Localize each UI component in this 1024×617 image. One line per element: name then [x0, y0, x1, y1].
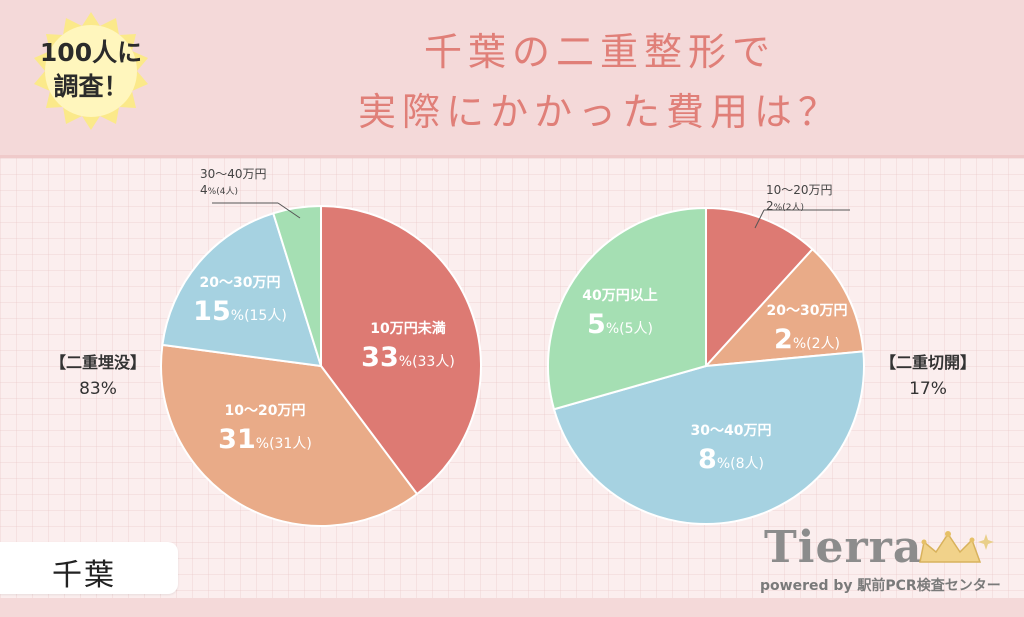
slice-name: 40万円以上	[582, 288, 658, 304]
slice-value: 8%(8人)	[698, 444, 764, 475]
slice-value: 15%(15人)	[193, 296, 287, 327]
logo-name: Tierra	[764, 522, 923, 573]
pie-left-label-3: 30〜40万円 4%(4人)	[200, 166, 300, 200]
pie-right-label-3: 40万円以上 5%(5人)	[560, 285, 680, 347]
pie-left-label-0: 10万円未満 33%(33人)	[348, 318, 468, 380]
pie-slice-2	[161, 212, 323, 368]
region-label: 千葉	[52, 558, 116, 593]
slice-name: 30〜40万円	[200, 167, 267, 181]
slice-value: 5%(5人)	[587, 309, 653, 340]
badge-starburst	[34, 12, 148, 130]
badge-text: 100人に 調査！	[26, 36, 156, 104]
tierra-logo: Tierra powered by 駅前PCR検査センター	[756, 520, 1006, 598]
slice-value: 33%(33人)	[361, 342, 455, 373]
leader-line-left	[212, 202, 301, 219]
category-left-percent: 83%	[79, 379, 117, 399]
slice-name: 20〜30万円	[766, 303, 848, 319]
title-line2: 実際にかかった費用は？	[357, 90, 842, 134]
pie-right-label-0: 10〜20万円 2%(2人)	[766, 182, 856, 216]
region-tag: 千葉	[0, 542, 178, 594]
slice-name: 20〜30万円	[199, 275, 281, 291]
header-band	[0, 0, 1024, 155]
category-right: 【二重切開】 17%	[868, 350, 988, 402]
category-right-label: 【二重切開】	[879, 353, 976, 372]
page-title: 千葉の二重整形で 実際にかかった費用は？	[290, 22, 910, 142]
pie-chart-right	[547, 206, 865, 525]
slice-value: 2%(2人)	[774, 324, 840, 355]
pie-slice-3	[272, 204, 322, 367]
logo-tagline: powered by 駅前PCR検査センター	[760, 578, 1001, 594]
category-right-percent: 17%	[909, 379, 947, 399]
pie-right-label-2: 30〜40万円 8%(8人)	[666, 420, 796, 482]
pie-slice-1	[160, 343, 419, 527]
slice-name: 10万円未満	[370, 321, 446, 337]
header-divider	[0, 155, 1024, 158]
slice-name: 10〜20万円	[766, 183, 833, 197]
slice-value: 2%(2人)	[766, 199, 804, 213]
pie-left-label-1: 10〜20万円 31%(31人)	[200, 400, 330, 462]
badge-line1: 100人に	[39, 38, 143, 67]
badge-line2: 調査！	[53, 72, 129, 101]
crown-icon	[919, 531, 994, 563]
slice-name: 30〜40万円	[690, 423, 772, 439]
slice-name: 10〜20万円	[224, 403, 306, 419]
pie-slice-2	[552, 350, 865, 525]
title-line1: 千葉の二重整形で	[423, 30, 776, 74]
pie-slice-0	[705, 206, 814, 369]
category-left: 【二重埋没】 83%	[38, 350, 158, 402]
pie-slice-1	[703, 247, 865, 368]
pie-left-label-2: 20〜30万円 15%(15人)	[180, 272, 300, 334]
survey-badge: 100人に 調査！	[26, 6, 156, 136]
pie-right-label-1: 20〜30万円 2%(2人)	[752, 300, 862, 362]
slice-value: 4%(4人)	[200, 183, 238, 197]
category-left-label: 【二重埋没】	[49, 353, 146, 372]
pie-slice-0	[320, 204, 482, 496]
pie-slice-3	[547, 206, 707, 411]
leader-line-right	[754, 209, 850, 229]
footer-band	[0, 598, 1024, 617]
pie-chart-left	[160, 204, 482, 527]
slice-value: 31%(31人)	[218, 424, 312, 455]
